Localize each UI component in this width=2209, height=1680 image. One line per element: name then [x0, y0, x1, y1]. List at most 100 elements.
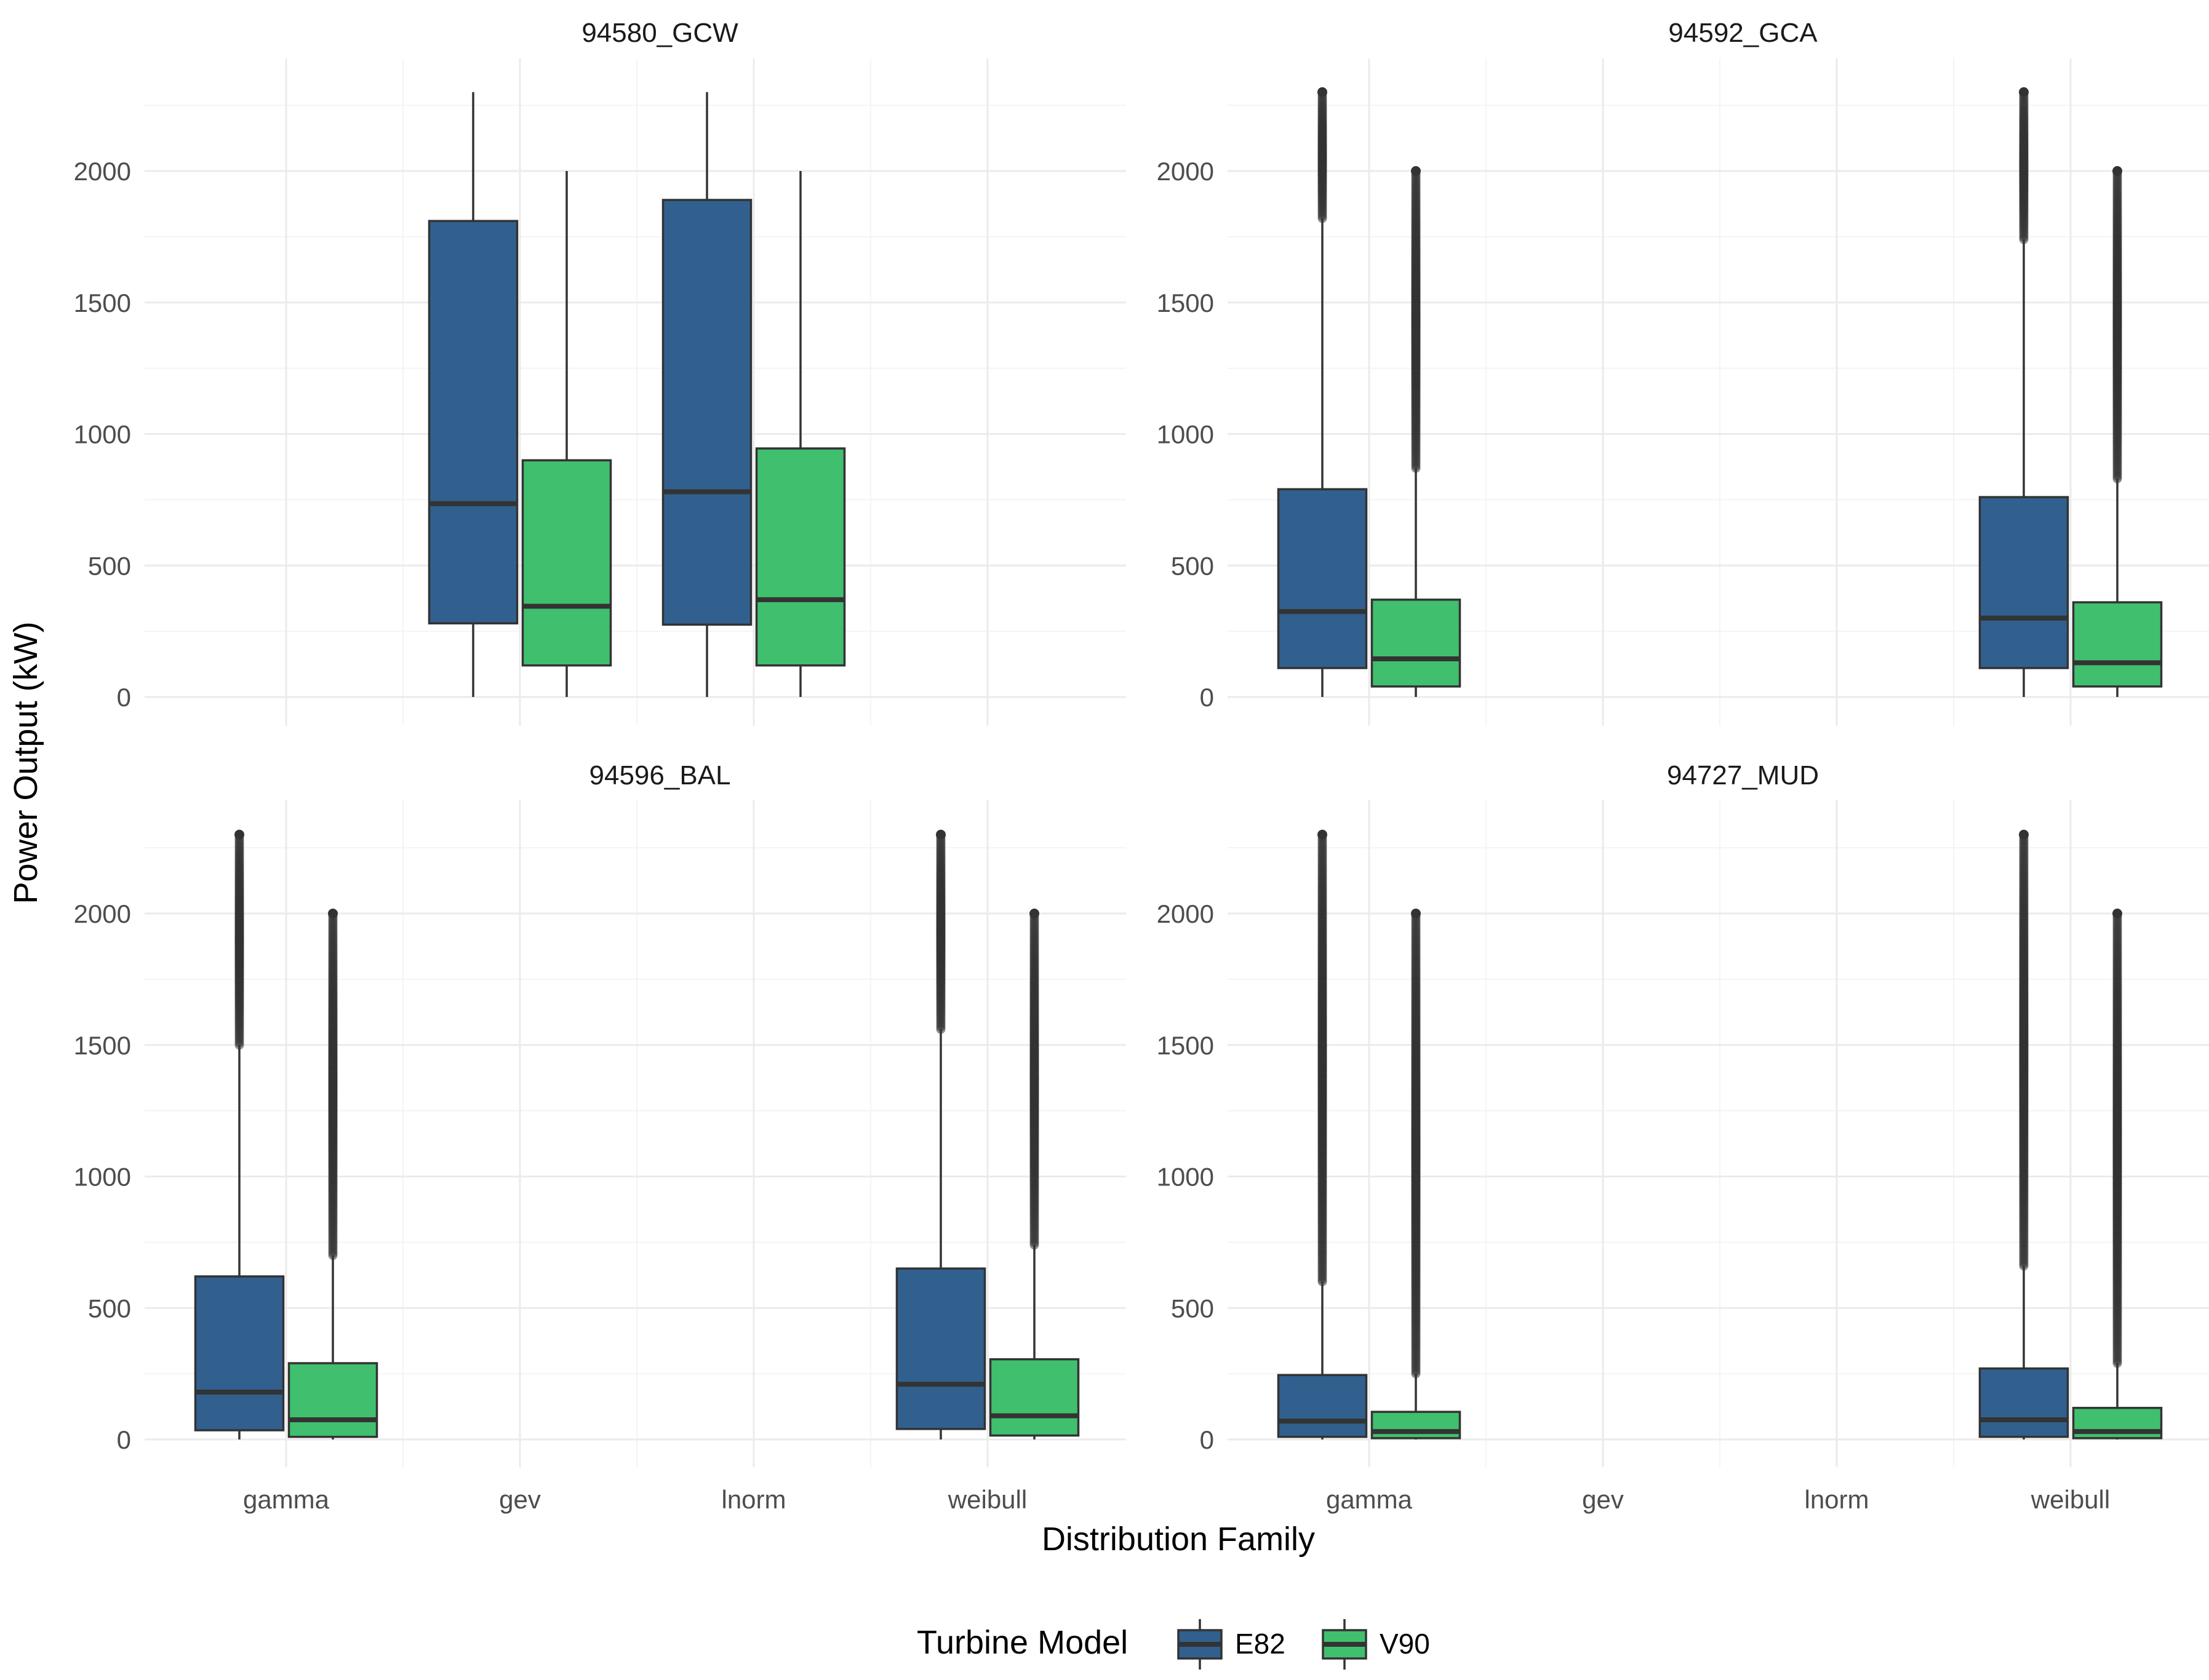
y-tick-label: 1000: [74, 420, 131, 449]
iqr-box: [287, 1362, 378, 1438]
iqr-box: [1277, 1374, 1368, 1438]
y-tick-label: 0: [117, 1425, 131, 1454]
box-weibull-e82: [895, 829, 986, 1439]
outlier-points: [1029, 909, 1039, 1250]
iqr-box: [1370, 599, 1461, 688]
box-gamma-v90: [287, 909, 378, 1439]
outlier-point: [936, 829, 946, 840]
legend-label: V90: [1380, 1628, 1430, 1660]
outlier-point: [234, 829, 244, 840]
y-axis-title: Power Output (kW): [7, 621, 44, 904]
y-tick-label: 2000: [74, 157, 131, 186]
iqr-box: [521, 459, 612, 667]
outlier-point: [2019, 87, 2029, 97]
outlier-point: [2112, 909, 2122, 918]
outlier-point: [1411, 909, 1421, 918]
box-gamma-e82: [194, 829, 285, 1439]
x-tick-label: lnorm: [1804, 1485, 1869, 1514]
iqr-box: [989, 1358, 1080, 1437]
x-tick-label: gamma: [243, 1485, 330, 1514]
box-gev-v90: [521, 171, 612, 697]
y-tick-label: 1000: [74, 1163, 131, 1192]
x-tick-label: gev: [499, 1485, 541, 1514]
box-gamma-v90: [1370, 909, 1461, 1439]
panel-title: 94592_GCA: [1668, 18, 1818, 48]
y-tick-label: 1500: [74, 1031, 131, 1060]
panel-title: 94580_GCW: [581, 18, 738, 48]
y-tick-label: 1500: [74, 289, 131, 317]
outlier-points: [2112, 909, 2122, 1368]
iqr-box: [428, 220, 519, 625]
box-lnorm-v90: [755, 171, 846, 697]
y-tick-label: 1500: [1157, 1031, 1214, 1060]
iqr-box: [661, 199, 753, 626]
iqr-box: [1370, 1411, 1461, 1439]
x-tick-label: gev: [1582, 1485, 1624, 1514]
x-tick-label: lnorm: [721, 1485, 786, 1514]
y-tick-label: 2000: [1157, 899, 1214, 928]
legend: Turbine Model E82 V90: [917, 1619, 1430, 1670]
y-tick-label: 0: [117, 683, 131, 712]
outlier-points: [234, 829, 244, 1050]
iqr-box: [1277, 488, 1368, 669]
iqr-box: [1978, 496, 2069, 669]
panel-94580-gcw: 94580_GCW 0 500 1000 1500 2000: [74, 18, 1126, 726]
outlier-points: [2112, 166, 2122, 484]
facet-panels: 94580_GCW 0 500 1000 1500 2000 94592_GCA 0 500 10…: [74, 18, 2209, 1514]
panel-title: 94727_MUD: [1667, 760, 1819, 790]
outlier-points: [1411, 166, 1421, 473]
y-tick-label: 2000: [74, 899, 131, 928]
y-tick-label: 500: [88, 551, 131, 580]
x-axis-title: Distribution Family: [1042, 1521, 1315, 1558]
outlier-points: [328, 909, 338, 1260]
legend-key-e82: E82: [1177, 1619, 1285, 1670]
y-tick-label: 500: [1171, 551, 1214, 580]
outlier-points: [1317, 829, 1327, 1286]
outlier-point: [328, 909, 338, 918]
outlier-point: [2112, 166, 2122, 176]
y-tick-label: 0: [1200, 683, 1214, 712]
panel-94727-mud: 94727_MUD 0 500 1000 1500 2000 gamma gev lnorm we…: [1157, 760, 2209, 1514]
x-tick-label: gamma: [1326, 1485, 1413, 1514]
iqr-box: [755, 447, 846, 667]
outlier-points: [2019, 87, 2029, 244]
box-gamma-v90: [1370, 166, 1461, 697]
y-tick-label: 500: [1171, 1294, 1214, 1323]
y-tick-label: 500: [88, 1294, 131, 1323]
outlier-points: [2019, 829, 2029, 1271]
outlier-points: [936, 829, 946, 1034]
outlier-points: [1411, 909, 1421, 1379]
outlier-point: [1317, 87, 1327, 97]
panel-title: 94596_BAL: [589, 760, 731, 790]
legend-key-v90: V90: [1322, 1619, 1430, 1670]
outlier-point: [1029, 909, 1039, 918]
box-lnorm-e82: [661, 92, 753, 697]
legend-label: E82: [1235, 1628, 1285, 1660]
outlier-point: [1317, 829, 1327, 840]
box-weibull-v90: [2072, 166, 2163, 697]
panel-94596-bal: 94596_BAL 0 500 1000 1500 2000 gamma gev lnorm we…: [74, 760, 1126, 1514]
box-gamma-e82: [1277, 87, 1368, 697]
legend-title: Turbine Model: [917, 1624, 1128, 1661]
outlier-point: [1411, 166, 1421, 176]
box-weibull-e82: [1978, 829, 2069, 1439]
box-gamma-e82: [1277, 829, 1368, 1439]
y-tick-label: 1000: [1157, 1163, 1214, 1192]
y-tick-label: 1000: [1157, 420, 1214, 449]
outlier-point: [2019, 829, 2029, 840]
box-weibull-v90: [2072, 909, 2163, 1439]
iqr-box: [2072, 601, 2163, 688]
iqr-box: [194, 1275, 285, 1431]
box-weibull-v90: [989, 909, 1080, 1439]
y-tick-label: 2000: [1157, 157, 1214, 186]
y-tick-label: 0: [1200, 1425, 1214, 1454]
panel-94592-gca: 94592_GCA 0 500 1000 1500 2000: [1157, 18, 2209, 726]
x-tick-label: weibull: [948, 1485, 1027, 1514]
y-tick-label: 1500: [1157, 289, 1214, 317]
iqr-box: [1978, 1367, 2069, 1438]
outlier-points: [1317, 87, 1327, 223]
iqr-box: [895, 1267, 986, 1430]
box-weibull-e82: [1978, 87, 2069, 697]
x-tick-label: weibull: [2031, 1485, 2110, 1514]
